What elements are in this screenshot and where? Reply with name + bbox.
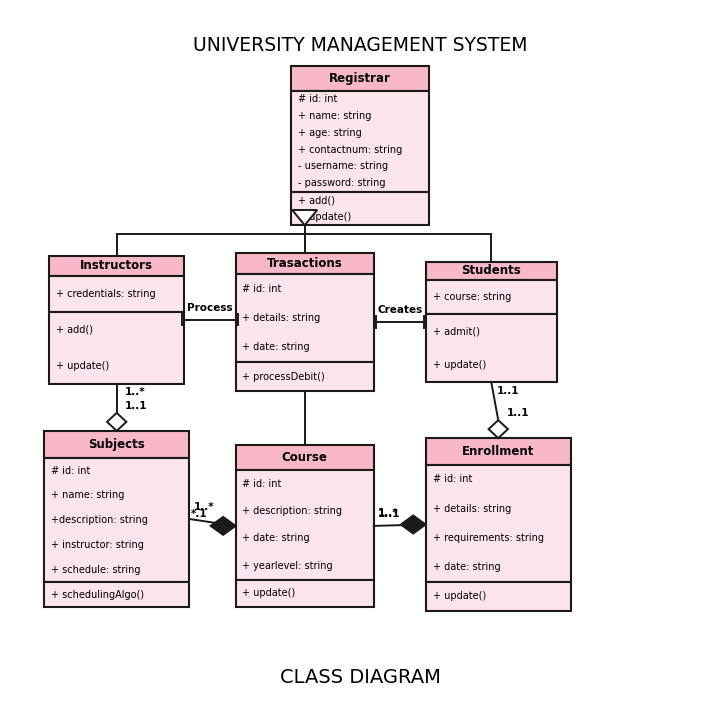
Text: # id: int: # id: int [298, 94, 337, 104]
Text: Students: Students [462, 264, 521, 277]
Text: Registrar: Registrar [329, 72, 391, 85]
Bar [291, 66, 429, 91]
Bar [235, 274, 374, 362]
Bar [235, 253, 374, 274]
Text: + details: string: + details: string [243, 313, 320, 323]
Text: + schedulingAlgo(): + schedulingAlgo() [51, 590, 144, 600]
Text: + yearlevel: string: + yearlevel: string [243, 561, 333, 571]
Bar [49, 312, 184, 384]
Text: Subjects: Subjects [89, 438, 145, 451]
Text: + update(): + update() [298, 212, 351, 222]
Text: + date: string: + date: string [243, 342, 310, 352]
Bar [426, 438, 571, 465]
Polygon shape [107, 413, 127, 431]
Text: + credentials: string: + credentials: string [56, 289, 156, 299]
Text: + update(): + update() [56, 361, 109, 371]
Bar [291, 91, 429, 192]
Text: + schedule: string: + schedule: string [51, 565, 140, 575]
Bar [291, 192, 429, 225]
Text: + age: string: + age: string [298, 128, 361, 138]
Text: 1..1: 1..1 [507, 408, 529, 418]
Bar [426, 261, 557, 280]
Bar [235, 362, 374, 391]
Text: # id: int: # id: int [433, 474, 472, 485]
Text: Instructors: Instructors [80, 259, 153, 272]
Text: + add(): + add() [298, 195, 335, 205]
Polygon shape [211, 517, 235, 535]
Bar [44, 431, 189, 458]
Text: Creates: Creates [377, 305, 423, 315]
Text: + course: string: + course: string [433, 292, 510, 302]
Bar [235, 445, 374, 470]
Text: 1..*: 1..* [377, 508, 398, 518]
Bar [235, 470, 374, 580]
Polygon shape [292, 210, 317, 225]
Text: + name: string: + name: string [51, 490, 125, 500]
Text: *.1: *.1 [191, 509, 207, 519]
Text: + processDebit(): + processDebit() [243, 372, 325, 382]
Bar [426, 582, 571, 611]
Text: + requirements: string: + requirements: string [433, 533, 544, 543]
Bar [44, 582, 189, 607]
Text: - password: string: - password: string [298, 179, 385, 188]
Text: Course: Course [282, 451, 328, 464]
Text: + details: string: + details: string [433, 504, 510, 513]
Text: + contactnum: string: + contactnum: string [298, 145, 402, 155]
Text: 1..1: 1..1 [497, 386, 519, 396]
Text: + name: string: + name: string [298, 111, 372, 121]
Text: Enrollment: Enrollment [462, 445, 534, 458]
Text: 1..*: 1..* [194, 502, 214, 512]
Text: + instructor: string: + instructor: string [51, 540, 144, 550]
Bar [426, 280, 557, 315]
Text: # id: int: # id: int [243, 479, 282, 489]
Bar [49, 276, 184, 312]
Text: - username: string: - username: string [298, 161, 388, 171]
Text: CLASS DIAGRAM: CLASS DIAGRAM [279, 668, 441, 688]
Text: + update(): + update() [243, 588, 296, 598]
Text: + date: string: + date: string [243, 534, 310, 544]
Text: + update(): + update() [433, 591, 486, 601]
Bar [49, 256, 184, 276]
Text: +description: string: +description: string [51, 516, 148, 525]
Text: 1..1: 1..1 [378, 509, 400, 519]
Bar [235, 580, 374, 607]
Text: 1..1: 1..1 [125, 401, 148, 411]
Text: + update(): + update() [433, 361, 486, 370]
Text: + description: string: + description: string [243, 506, 343, 516]
Bar [426, 465, 571, 582]
Bar [426, 315, 557, 382]
Text: + admit(): + admit() [433, 326, 480, 336]
Text: # id: int: # id: int [51, 466, 91, 476]
Polygon shape [489, 420, 508, 438]
Text: + add(): + add() [56, 325, 93, 335]
Polygon shape [401, 516, 426, 534]
Text: + date: string: + date: string [433, 562, 500, 572]
Text: UNIVERSITY MANAGEMENT SYSTEM: UNIVERSITY MANAGEMENT SYSTEM [193, 36, 527, 55]
Text: Process: Process [187, 303, 233, 313]
Text: # id: int: # id: int [243, 284, 282, 294]
Bar [44, 458, 189, 582]
Text: Trasactions: Trasactions [267, 257, 343, 270]
Text: 1..*: 1..* [125, 387, 145, 397]
